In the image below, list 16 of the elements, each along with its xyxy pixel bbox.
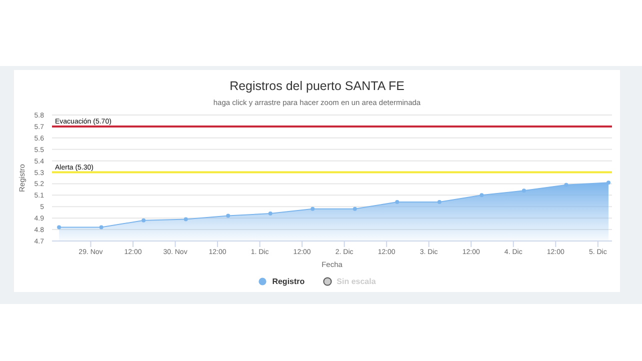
point — [352, 206, 357, 211]
point — [142, 218, 146, 222]
legend-label: Registro — [272, 277, 305, 286]
point — [606, 180, 610, 185]
point — [522, 188, 526, 193]
point — [268, 212, 272, 216]
chart-title: Registros del puerto SANTA FE — [228, 79, 406, 93]
point — [57, 225, 62, 230]
point — [480, 193, 484, 198]
point — [226, 214, 230, 218]
point — [395, 200, 400, 204]
point — [99, 225, 104, 230]
point — [184, 217, 188, 222]
point — [310, 206, 315, 211]
point — [437, 200, 442, 204]
point — [564, 182, 568, 187]
